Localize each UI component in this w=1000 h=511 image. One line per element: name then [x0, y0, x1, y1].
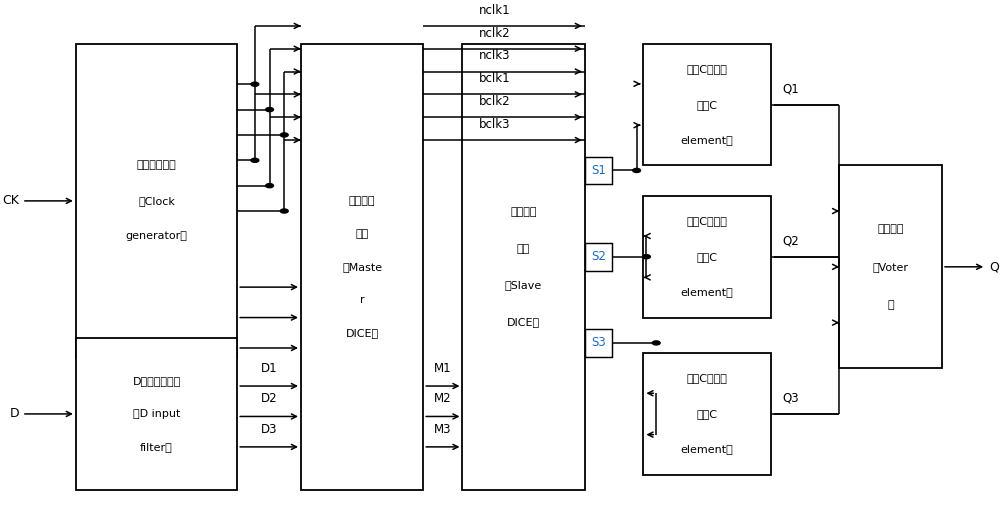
Text: filter）: filter）	[140, 442, 173, 452]
Text: DICE）: DICE）	[507, 317, 540, 327]
Text: 路（C: 路（C	[697, 409, 718, 419]
Text: 电路: 电路	[355, 229, 369, 239]
Text: Q1: Q1	[782, 82, 799, 96]
Text: D输入滤波电路: D输入滤波电路	[132, 376, 181, 386]
Text: Q2: Q2	[782, 235, 799, 247]
Circle shape	[266, 183, 273, 188]
Bar	[585, 329, 612, 357]
Text: D3: D3	[261, 423, 277, 436]
Circle shape	[251, 158, 259, 162]
Circle shape	[633, 169, 641, 173]
Text: M2: M2	[434, 392, 452, 405]
Bar	[76, 338, 237, 490]
Circle shape	[643, 254, 650, 259]
Text: element）: element）	[681, 287, 733, 297]
Text: 第一C单元电: 第一C单元电	[687, 374, 728, 383]
Text: nclk3: nclk3	[478, 50, 510, 62]
Circle shape	[280, 209, 288, 213]
Text: bclk3: bclk3	[478, 118, 510, 131]
Text: 第三C单元电: 第三C单元电	[687, 64, 728, 74]
Bar	[301, 43, 423, 490]
Text: 表决电路: 表决电路	[877, 224, 904, 234]
Circle shape	[266, 107, 273, 111]
Text: Q3: Q3	[782, 392, 799, 405]
Bar	[585, 156, 612, 184]
Text: CK: CK	[2, 194, 19, 207]
Text: bclk1: bclk1	[478, 72, 510, 85]
Text: element）: element）	[681, 135, 733, 145]
Bar	[76, 43, 237, 358]
Bar	[839, 166, 942, 368]
Text: M1: M1	[434, 362, 452, 375]
Text: 主互锁存: 主互锁存	[349, 196, 375, 206]
Circle shape	[280, 133, 288, 137]
Text: D2: D2	[261, 392, 277, 405]
Text: M3: M3	[434, 423, 452, 436]
Text: r: r	[360, 295, 364, 305]
Bar	[462, 43, 585, 490]
Text: element）: element）	[681, 445, 733, 454]
Text: （D input: （D input	[133, 409, 180, 419]
Text: 时钟产生电路: 时钟产生电路	[137, 160, 176, 170]
Circle shape	[652, 341, 660, 345]
Text: D: D	[9, 407, 19, 421]
Text: S1: S1	[591, 164, 606, 177]
Text: nclk1: nclk1	[478, 4, 510, 17]
Text: DICE）: DICE）	[346, 328, 379, 338]
Bar	[585, 243, 612, 271]
Text: （Voter: （Voter	[873, 262, 909, 272]
Circle shape	[251, 82, 259, 86]
Text: （Slave: （Slave	[505, 280, 542, 290]
Text: bclk2: bclk2	[478, 95, 510, 108]
Text: S3: S3	[591, 336, 606, 350]
Text: generator）: generator）	[126, 231, 187, 241]
Bar	[643, 196, 771, 317]
Text: 路（C: 路（C	[697, 100, 718, 109]
Text: D1: D1	[261, 362, 277, 375]
Text: 从互锁存: 从互锁存	[510, 207, 537, 217]
Text: ）: ）	[887, 300, 894, 310]
Text: 路（C: 路（C	[697, 252, 718, 262]
Text: 电路: 电路	[517, 244, 530, 253]
Bar	[643, 43, 771, 166]
Text: S2: S2	[591, 250, 606, 263]
Text: Q: Q	[989, 260, 999, 273]
Text: nclk2: nclk2	[478, 27, 510, 39]
Text: 第二C单元电: 第二C单元电	[687, 216, 728, 226]
Text: （Maste: （Maste	[342, 262, 382, 272]
Text: （Clock: （Clock	[138, 196, 175, 206]
Bar	[643, 353, 771, 475]
